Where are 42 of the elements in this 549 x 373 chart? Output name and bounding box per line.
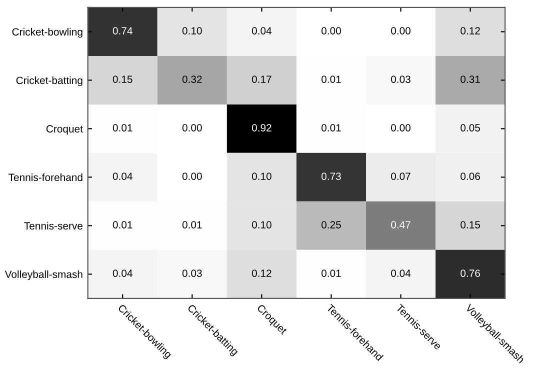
data-label: 0.73 [322, 172, 341, 180]
data-label: 0.01 [182, 221, 202, 228]
data-label: 0.00 [322, 27, 341, 34]
data-label: 0.00 [391, 124, 410, 132]
data-label: 0.74 [112, 27, 132, 34]
data-label: 0.10 [182, 27, 202, 34]
data-label: 0.31 [460, 76, 480, 83]
data-label: 0.17 [252, 76, 272, 83]
data-label: 0.06 [460, 172, 480, 180]
data-label: 0.03 [391, 76, 410, 83]
data-label: 0.00 [182, 172, 202, 180]
data-label: 0.15 [112, 76, 132, 83]
data-label: 0.04 [252, 27, 272, 34]
y-tick-label: Volleyball-smash [4, 270, 82, 280]
data-label: 0.01 [112, 124, 132, 132]
y-tick-label: Cricket-bowling [12, 28, 82, 38]
data-label: 0.76 [460, 270, 480, 277]
data-label: 0.07 [391, 172, 410, 180]
data-label: 0.04 [112, 172, 132, 180]
data-label: 0.12 [252, 270, 272, 277]
data-label: 0.10 [252, 172, 272, 180]
data-label: 0.01 [322, 124, 341, 132]
data-label: 0.04 [112, 270, 132, 277]
y-tick-label: Tennis-forehand [8, 173, 82, 182]
data-label: 0.00 [391, 27, 410, 34]
data-label: 0.12 [460, 27, 480, 34]
data-label: 0.04 [391, 270, 411, 277]
data-label: 0.01 [322, 270, 341, 277]
y-tick-label: Croquet [46, 125, 83, 135]
data-label: 0.47 [391, 221, 410, 228]
data-label: 0.01 [322, 76, 341, 83]
data-label: 0.01 [112, 221, 132, 228]
data-label: 0.92 [252, 124, 272, 132]
data-label: 0.03 [182, 270, 202, 277]
data-label: 0.05 [460, 124, 480, 132]
data-label: 0.10 [252, 221, 272, 228]
data-label: 0.00 [182, 124, 202, 132]
y-tick-label: Cricket-batting [16, 76, 82, 86]
data-label: 0.15 [460, 221, 480, 228]
y-tick-label: Tennis-serve [24, 222, 83, 230]
data-label: 0.32 [182, 76, 202, 83]
data-label: 0.25 [322, 221, 341, 228]
